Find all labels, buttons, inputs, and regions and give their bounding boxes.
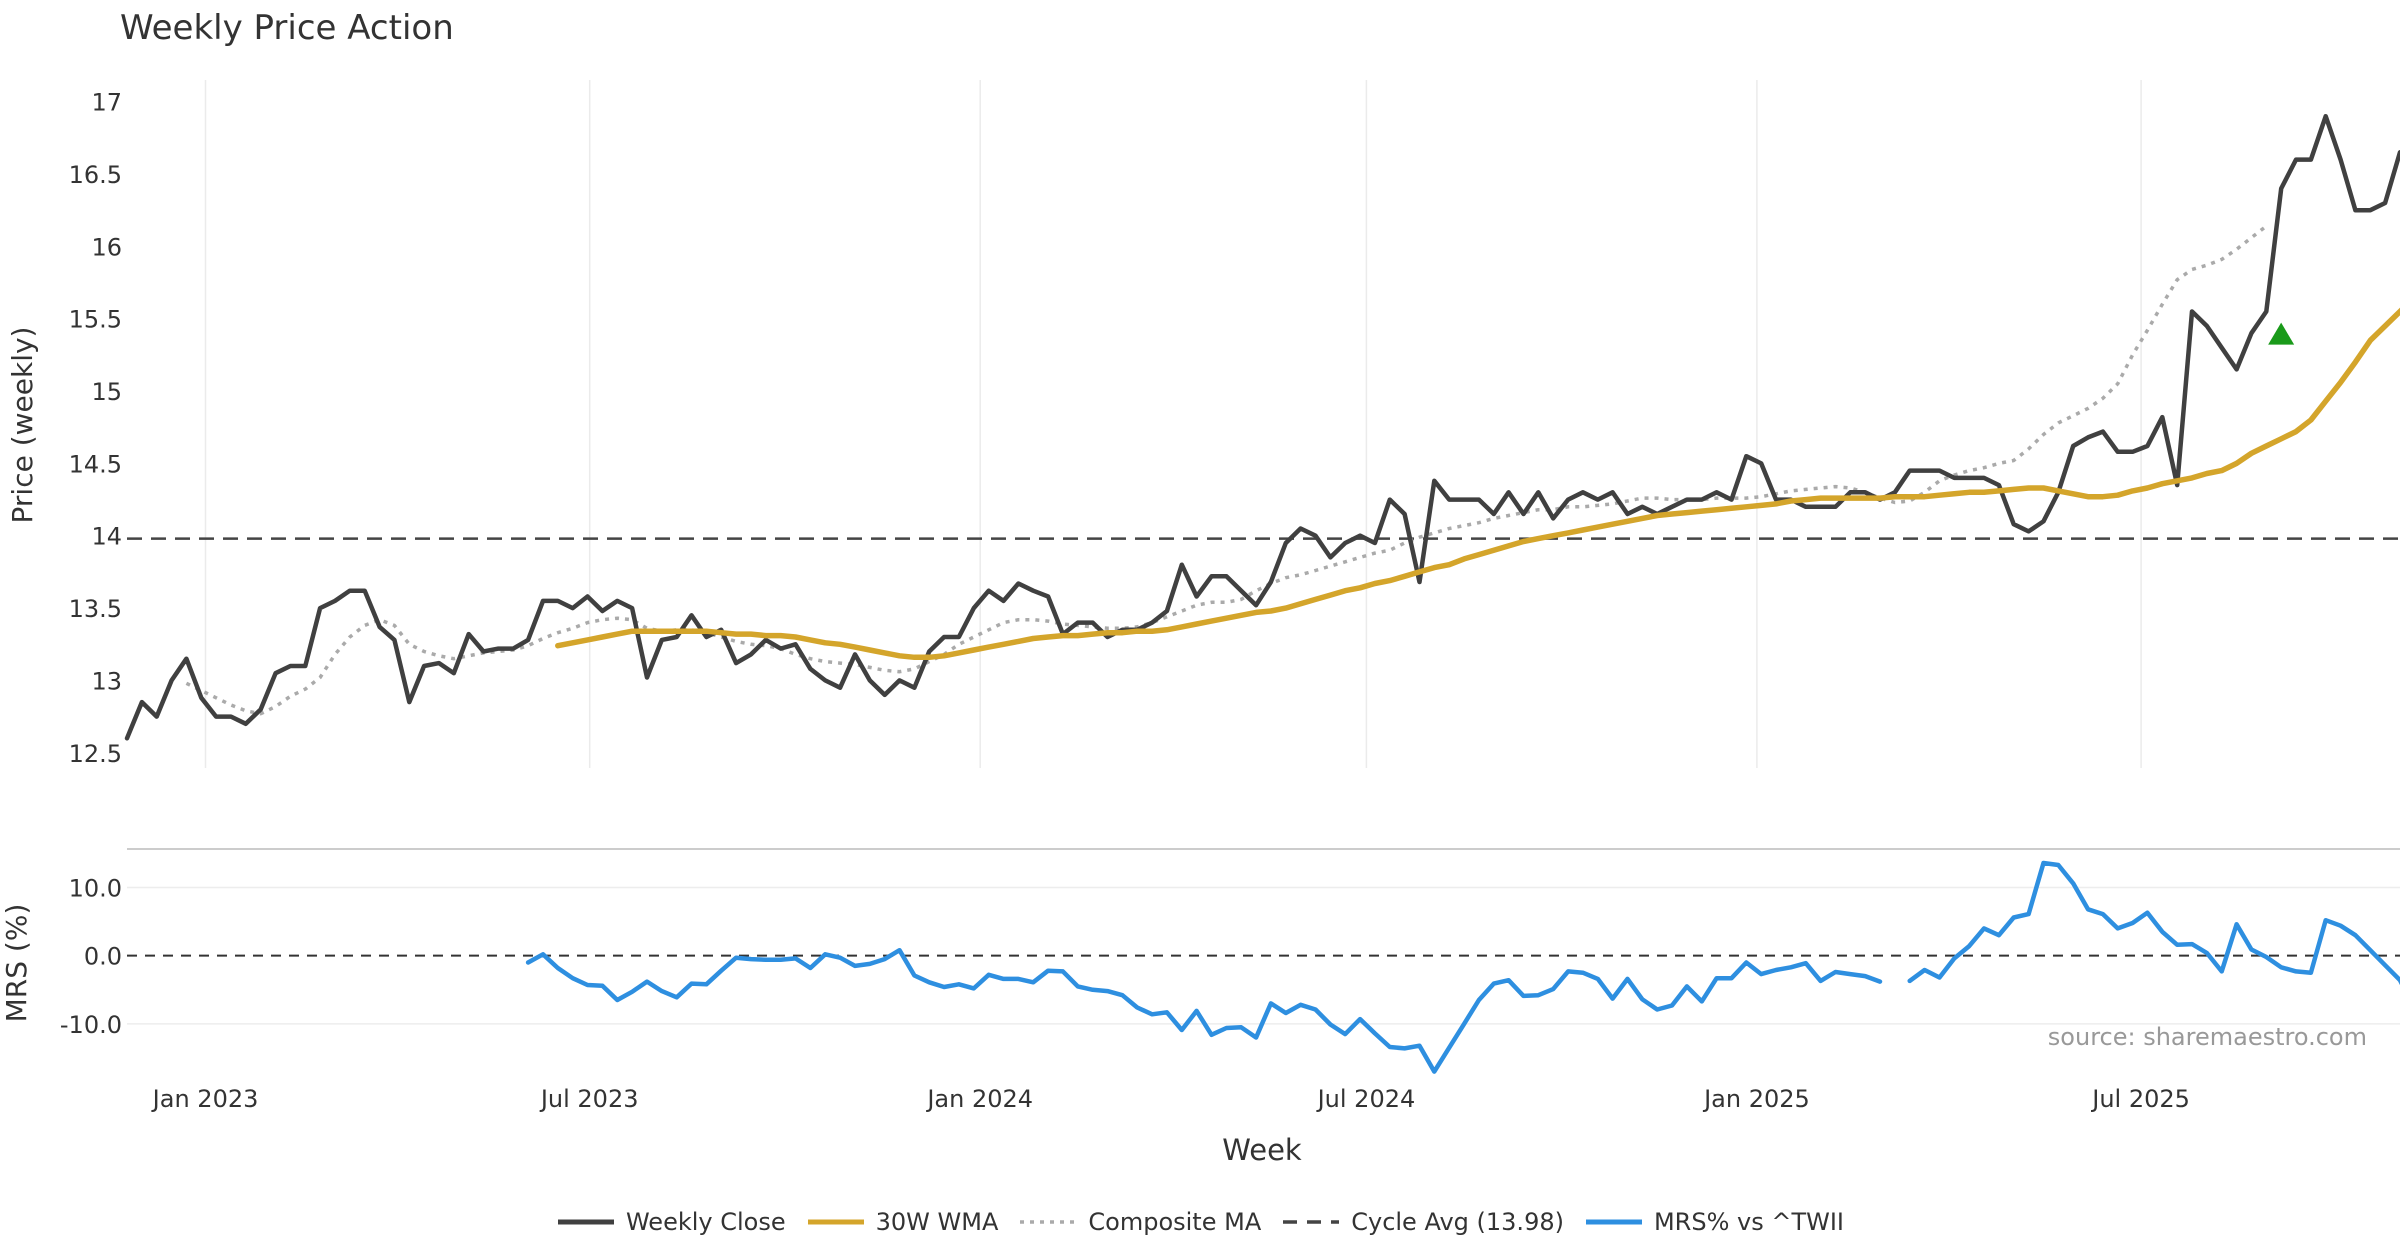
- price-y-tick-label: 17: [91, 89, 122, 117]
- chart-title: Weekly Price Action: [120, 8, 454, 48]
- weekly-close-line: [124, 113, 2400, 741]
- price-y-tick-label: 14: [91, 523, 122, 551]
- price-panel: 12.5 13 13.5 14 14.5 15 15.5 16 16.5 17: [69, 89, 2400, 768]
- price-y-tick-label: 16: [91, 233, 122, 261]
- x-tick-label: Jan 2024: [925, 1085, 1033, 1113]
- legend-item: MRS% vs ^TWII: [1584, 1208, 1844, 1236]
- legend-swatch: [1283, 1220, 1340, 1224]
- x-tick-label: Jan 2025: [1702, 1085, 1810, 1113]
- x-axis: Jan 2023 Jul 2023 Jan 2024 Jul 2024 Jan 2025…: [151, 1085, 2190, 1113]
- legend-label: Cycle Avg (13.98): [1351, 1208, 1564, 1236]
- x-tick-label: Jul 2024: [1316, 1085, 1416, 1113]
- composite-ma-line: [185, 224, 2268, 716]
- mrs-y-tick-label: 0.0: [84, 943, 122, 971]
- legend-item: Weekly Close: [556, 1208, 786, 1236]
- legend-swatch: [1585, 1219, 1642, 1225]
- legend-label: MRS% vs ^TWII: [1653, 1208, 1845, 1236]
- price-y-tick-label: 16.5: [69, 161, 122, 189]
- x-tick-label: Jul 2023: [539, 1085, 639, 1113]
- price-y-tick-label: 12.5: [69, 740, 122, 768]
- legend-label: Weekly Close: [625, 1208, 786, 1236]
- price-y-axis-label: Price (weekly): [6, 327, 39, 524]
- price-y-tick-label: 13.5: [69, 595, 122, 623]
- legend-swatch: [557, 1219, 614, 1225]
- x-axis-label: Week: [1222, 1133, 1302, 1167]
- legend-swatch: [807, 1219, 864, 1225]
- wma-30w-line: [555, 307, 2400, 661]
- price-y-tick-label: 15: [91, 378, 122, 406]
- legend-item: Cycle Avg (13.98): [1281, 1208, 1564, 1236]
- mrs-y-tick-label: 10.0: [69, 875, 122, 903]
- legend-item: Composite MA: [1018, 1208, 1261, 1236]
- x-tick-label: Jan 2023: [151, 1085, 259, 1113]
- x-tick-label: Jul 2025: [2090, 1085, 2190, 1113]
- mrs-line: [1907, 860, 2400, 986]
- mrs-line: [525, 947, 1883, 1074]
- mrs-panel: 10.0 0.0 -10.0: [60, 848, 2400, 1074]
- mrs-y-axis-label: MRS (%): [0, 904, 33, 1023]
- price-y-tick-label: 14.5: [69, 450, 122, 478]
- legend-label: Composite MA: [1088, 1208, 1262, 1236]
- legend-label: 30W WMA: [875, 1208, 999, 1236]
- legend-swatch: [1020, 1220, 1077, 1224]
- price-y-tick-label: 13: [91, 667, 122, 695]
- watermark: source: sharemaestro.com: [2048, 1023, 2367, 1051]
- mrs-y-tick-label: -10.0: [60, 1011, 122, 1039]
- legend: Weekly Close 30W WMA Composite MA Cycle Avg…: [0, 1208, 2400, 1236]
- x-gridlines: [204, 80, 2142, 768]
- price-y-tick-label: 15.5: [69, 306, 122, 334]
- buy-signal-marker: [2268, 322, 2295, 345]
- legend-item: 30W WMA: [806, 1208, 999, 1236]
